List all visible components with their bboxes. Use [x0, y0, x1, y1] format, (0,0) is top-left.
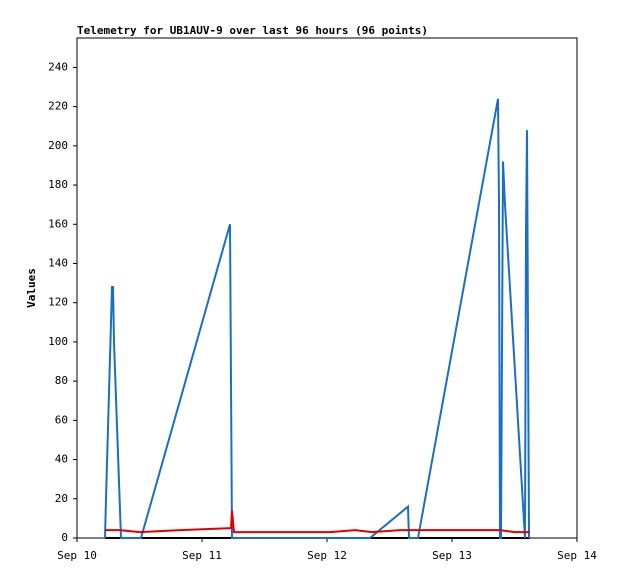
y-axis-label: Values — [25, 268, 38, 308]
y-tick-label: 80 — [55, 374, 68, 387]
chart-title: Telemetry for UB1AUV-9 over last 96 hour… — [77, 24, 428, 37]
x-tick-label: Sep 14 — [557, 549, 597, 562]
y-tick-label: 180 — [48, 178, 68, 191]
y-tick-label: 120 — [48, 296, 68, 309]
y-tick-label: 240 — [48, 60, 68, 73]
series-line — [105, 510, 530, 534]
x-tick-label: Sep 13 — [432, 549, 472, 562]
y-tick-label: 40 — [55, 453, 68, 466]
x-tick-label: Sep 12 — [307, 549, 347, 562]
y-tick-label: 140 — [48, 256, 68, 269]
y-tick-label: 200 — [48, 139, 68, 152]
x-tick-label: Sep 10 — [57, 549, 97, 562]
y-tick-label: 0 — [61, 531, 68, 544]
y-tick-label: 100 — [48, 335, 68, 348]
y-tick-label: 20 — [55, 492, 68, 505]
y-tick-label: 160 — [48, 217, 68, 230]
x-tick-label: Sep 11 — [182, 549, 222, 562]
series-line — [104, 98, 530, 539]
y-tick-label: 220 — [48, 100, 68, 113]
y-tick-label: 60 — [55, 413, 68, 426]
